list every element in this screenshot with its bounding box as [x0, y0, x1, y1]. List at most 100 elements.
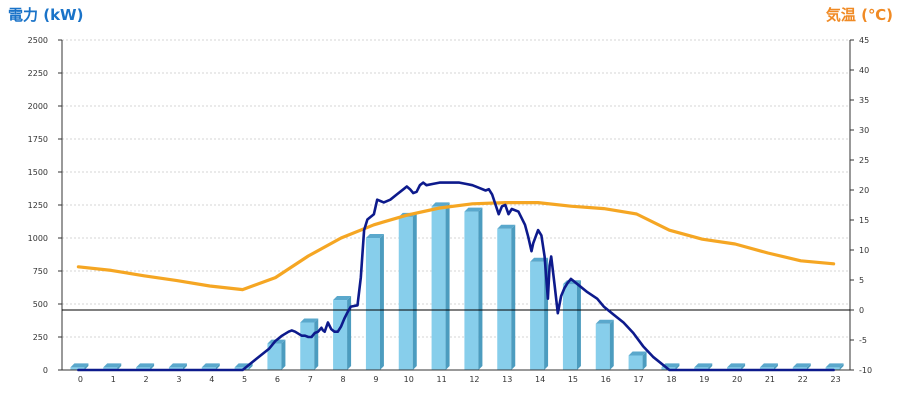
- bar: [497, 224, 516, 370]
- bar: [825, 363, 844, 370]
- x-tick-label: 7: [308, 375, 313, 384]
- grid: [62, 39, 850, 338]
- bar-front: [103, 367, 118, 370]
- bar: [562, 280, 581, 370]
- bar-front: [333, 300, 348, 370]
- bar-side: [609, 319, 614, 370]
- bar-side: [347, 296, 352, 370]
- right-tick-label: 30: [859, 126, 869, 135]
- temperature-line: [76, 201, 836, 292]
- bar-side: [445, 202, 450, 370]
- bar: [727, 363, 746, 370]
- bar-top: [694, 363, 713, 368]
- bar-side: [215, 363, 220, 370]
- left-tick-label: 1750: [28, 135, 48, 144]
- bar: [398, 212, 417, 370]
- left-tick-label: 1500: [28, 168, 48, 177]
- bar-side: [675, 363, 680, 370]
- left-tick-label: 750: [33, 267, 48, 276]
- bar-top: [595, 319, 614, 324]
- right-tick-label: 35: [859, 96, 869, 105]
- line-series: [76, 181, 836, 372]
- bar-top: [431, 202, 450, 207]
- bar-top: [300, 318, 319, 323]
- x-tick-label: 9: [373, 375, 378, 384]
- x-tick-label: 23: [830, 375, 840, 384]
- x-tick-label: 17: [633, 375, 643, 384]
- x-tick-label: 12: [469, 375, 479, 384]
- x-tick-label: 15: [568, 375, 578, 384]
- bar-top: [628, 351, 647, 356]
- bar-front: [431, 206, 446, 370]
- right-tick-label: 40: [859, 66, 869, 75]
- bar-front: [267, 343, 282, 370]
- bar: [628, 351, 647, 370]
- left-tick-label: 250: [33, 333, 48, 342]
- right-tick-label: -10: [859, 366, 872, 375]
- bar-front: [595, 323, 610, 370]
- bar-top: [497, 224, 516, 229]
- x-tick-label: 18: [666, 375, 676, 384]
- bar-front: [694, 367, 709, 370]
- x-tick-label: 16: [601, 375, 611, 384]
- left-tick-label: 1250: [28, 201, 48, 210]
- bar: [70, 363, 89, 370]
- bar-front: [398, 216, 413, 370]
- bar-top: [70, 363, 89, 368]
- bar-side: [117, 363, 122, 370]
- bar-top: [825, 363, 844, 368]
- bar-front: [825, 367, 840, 370]
- bar: [365, 234, 384, 370]
- right-tick-label: 15: [859, 216, 869, 225]
- bar-front: [792, 367, 807, 370]
- tick-labels: 02505007501000125015001750200022502500-1…: [28, 36, 872, 384]
- x-tick-label: 8: [341, 375, 346, 384]
- bar-top: [792, 363, 811, 368]
- bar: [759, 363, 778, 370]
- bar-side: [511, 224, 516, 370]
- x-tick-label: 20: [732, 375, 742, 384]
- left-tick-label: 1000: [28, 234, 48, 243]
- bar-side: [248, 363, 253, 370]
- bar-side: [773, 363, 778, 370]
- bar-side: [708, 363, 713, 370]
- bar: [694, 363, 713, 370]
- x-tick-label: 21: [765, 375, 775, 384]
- x-tick-label: 11: [436, 375, 446, 384]
- bar-side: [478, 207, 483, 370]
- right-tick-label: 25: [859, 156, 869, 165]
- bar-front: [201, 367, 216, 370]
- bar-top: [759, 363, 778, 368]
- bar-front: [759, 367, 774, 370]
- bar-front: [464, 211, 479, 370]
- bar: [333, 296, 352, 370]
- bar: [431, 202, 450, 370]
- right-tick-label: -5: [859, 336, 867, 345]
- bar-side: [412, 212, 417, 370]
- bar-front: [530, 261, 545, 370]
- x-tick-label: 2: [144, 375, 149, 384]
- x-tick-label: 13: [502, 375, 512, 384]
- bar-front: [234, 367, 249, 370]
- left-tick-label: 2500: [28, 36, 48, 45]
- x-tick-label: 4: [209, 375, 214, 384]
- power-line: [77, 181, 835, 372]
- right-tick-label: 45: [859, 36, 869, 45]
- left-axis-title: 電力 (kW): [8, 6, 83, 24]
- bar-top: [136, 363, 155, 368]
- bar-side: [806, 363, 811, 370]
- left-tick-label: 500: [33, 300, 48, 309]
- bar-front: [628, 355, 643, 370]
- bar-side: [314, 318, 319, 370]
- left-tick-label: 0: [43, 366, 48, 375]
- bar-front: [168, 367, 183, 370]
- x-tick-label: 1: [111, 375, 116, 384]
- bar: [168, 363, 187, 370]
- left-tick-label: 2000: [28, 102, 48, 111]
- bar: [792, 363, 811, 370]
- bar-front: [562, 284, 577, 370]
- bar-side: [84, 363, 89, 370]
- bar-top: [201, 363, 220, 368]
- bar-side: [379, 234, 384, 370]
